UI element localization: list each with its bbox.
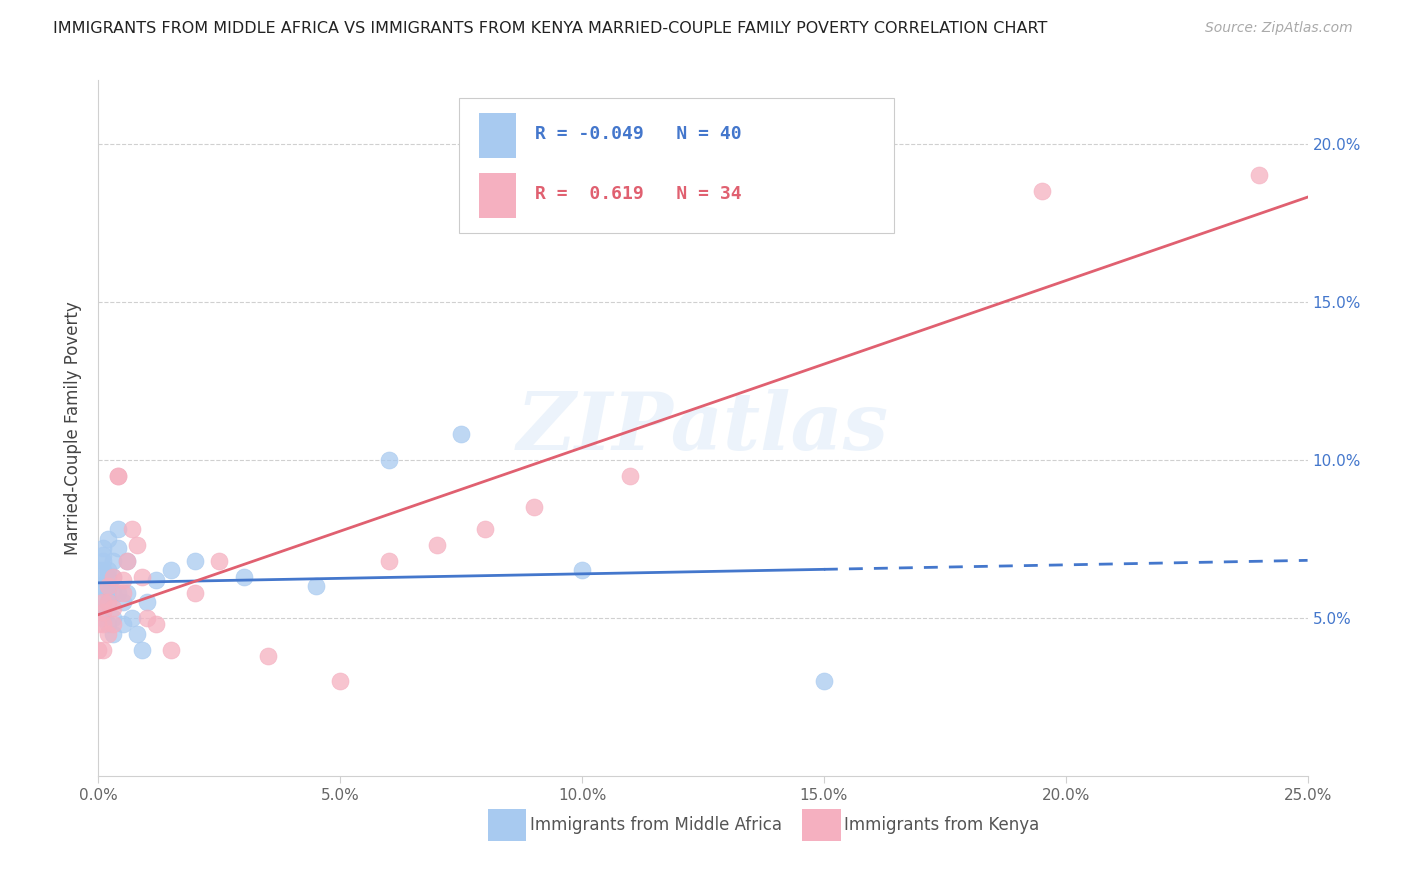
Text: Immigrants from Kenya: Immigrants from Kenya <box>845 816 1039 834</box>
Point <box>101 570 124 584</box>
Point <box>305 579 328 593</box>
Point <box>101 554 124 568</box>
Point <box>184 585 207 599</box>
Point <box>450 427 472 442</box>
Point <box>135 611 157 625</box>
Point <box>107 522 129 536</box>
Bar <box>803 809 841 841</box>
Point <box>160 564 183 578</box>
Point <box>101 601 124 615</box>
Point <box>1031 184 1053 198</box>
Point <box>91 564 114 578</box>
Text: Source: ZipAtlas.com: Source: ZipAtlas.com <box>1205 21 1353 36</box>
Point <box>91 595 114 609</box>
Point <box>97 595 120 609</box>
Text: R = -0.049   N = 40: R = -0.049 N = 40 <box>534 125 741 143</box>
Point <box>97 617 120 632</box>
Point <box>97 626 120 640</box>
Point <box>91 595 114 609</box>
Point <box>135 595 157 609</box>
Point <box>121 611 143 625</box>
Point <box>97 532 120 546</box>
Point <box>571 564 593 578</box>
Point <box>232 570 254 584</box>
Bar <box>479 173 516 218</box>
Bar <box>479 113 516 158</box>
Point <box>91 605 114 619</box>
Point <box>91 611 114 625</box>
Point <box>619 468 641 483</box>
Point <box>91 548 114 562</box>
FancyBboxPatch shape <box>458 98 894 234</box>
Point <box>474 522 496 536</box>
Point <box>329 674 352 689</box>
Point <box>121 522 143 536</box>
Bar <box>488 809 526 841</box>
Text: ZIPatlas: ZIPatlas <box>517 390 889 467</box>
Point <box>117 554 139 568</box>
Point <box>97 595 120 609</box>
Point <box>145 573 167 587</box>
Point <box>377 554 399 568</box>
Point <box>813 674 835 689</box>
Point <box>91 617 114 632</box>
Point <box>87 564 110 578</box>
Point <box>87 642 110 657</box>
Point <box>131 642 153 657</box>
Point <box>117 585 139 599</box>
Point <box>107 585 129 599</box>
Point <box>97 570 120 584</box>
Point <box>111 585 134 599</box>
Point <box>87 579 110 593</box>
Point <box>107 541 129 556</box>
Point <box>91 579 114 593</box>
Point <box>101 611 124 625</box>
Point <box>91 642 114 657</box>
Point <box>127 538 149 552</box>
Point <box>97 585 120 599</box>
Point <box>101 585 124 599</box>
Point <box>1249 168 1271 182</box>
Point <box>523 500 546 515</box>
Text: R =  0.619   N = 34: R = 0.619 N = 34 <box>534 185 741 202</box>
Point <box>127 626 149 640</box>
Text: Immigrants from Middle Africa: Immigrants from Middle Africa <box>530 816 782 834</box>
Point <box>426 538 449 552</box>
Point <box>111 595 134 609</box>
Point <box>101 626 124 640</box>
Point <box>101 570 124 584</box>
Point <box>184 554 207 568</box>
Point <box>111 573 134 587</box>
Point <box>101 617 124 632</box>
Point <box>160 642 183 657</box>
Point <box>256 648 278 663</box>
Point <box>377 452 399 467</box>
Y-axis label: Married-Couple Family Poverty: Married-Couple Family Poverty <box>65 301 83 555</box>
Point <box>91 554 114 568</box>
Point <box>91 541 114 556</box>
Point <box>145 617 167 632</box>
Point <box>107 468 129 483</box>
Point <box>87 617 110 632</box>
Point <box>97 579 120 593</box>
Point <box>117 554 139 568</box>
Point <box>107 468 129 483</box>
Point <box>208 554 231 568</box>
Point <box>97 564 120 578</box>
Point <box>131 570 153 584</box>
Text: IMMIGRANTS FROM MIDDLE AFRICA VS IMMIGRANTS FROM KENYA MARRIED-COUPLE FAMILY POV: IMMIGRANTS FROM MIDDLE AFRICA VS IMMIGRA… <box>53 21 1047 37</box>
Point <box>111 617 134 632</box>
